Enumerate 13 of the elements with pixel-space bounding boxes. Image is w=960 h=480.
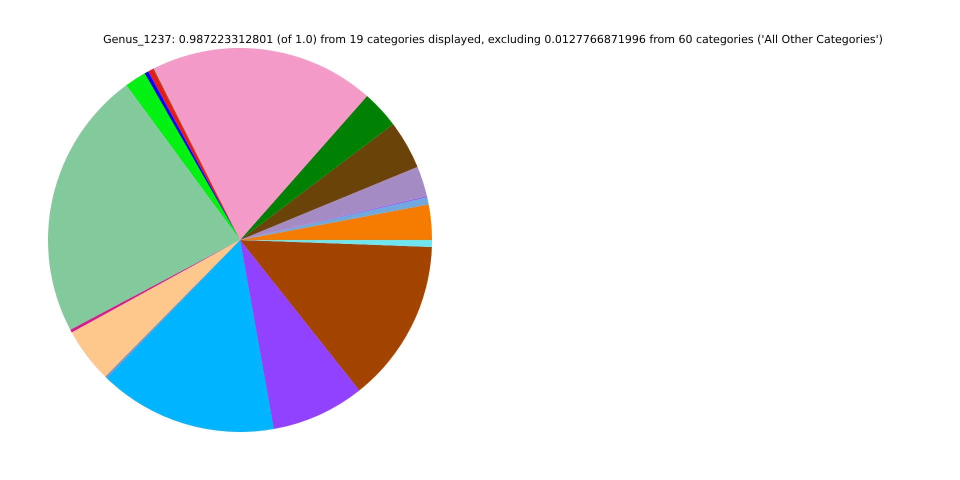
pie-slice — [240, 124, 418, 240]
pie-slice — [72, 240, 240, 377]
pie-slice — [240, 204, 432, 240]
pie-slice — [70, 240, 240, 332]
pie-slice — [106, 240, 274, 432]
pie-slice — [240, 166, 427, 240]
pie-slice — [48, 85, 240, 330]
text: Genus_1237: 0.987223312801 (of 1.0) from 19 categories displayed, excluding 0.0127766871996 from 60 categories ('All Other Categories') — [103, 33, 883, 46]
pie-slice — [240, 240, 360, 430]
pie-slice — [240, 96, 394, 240]
pie-slice — [154, 48, 368, 240]
pie-slice — [240, 240, 432, 390]
pie-slice — [126, 73, 240, 240]
